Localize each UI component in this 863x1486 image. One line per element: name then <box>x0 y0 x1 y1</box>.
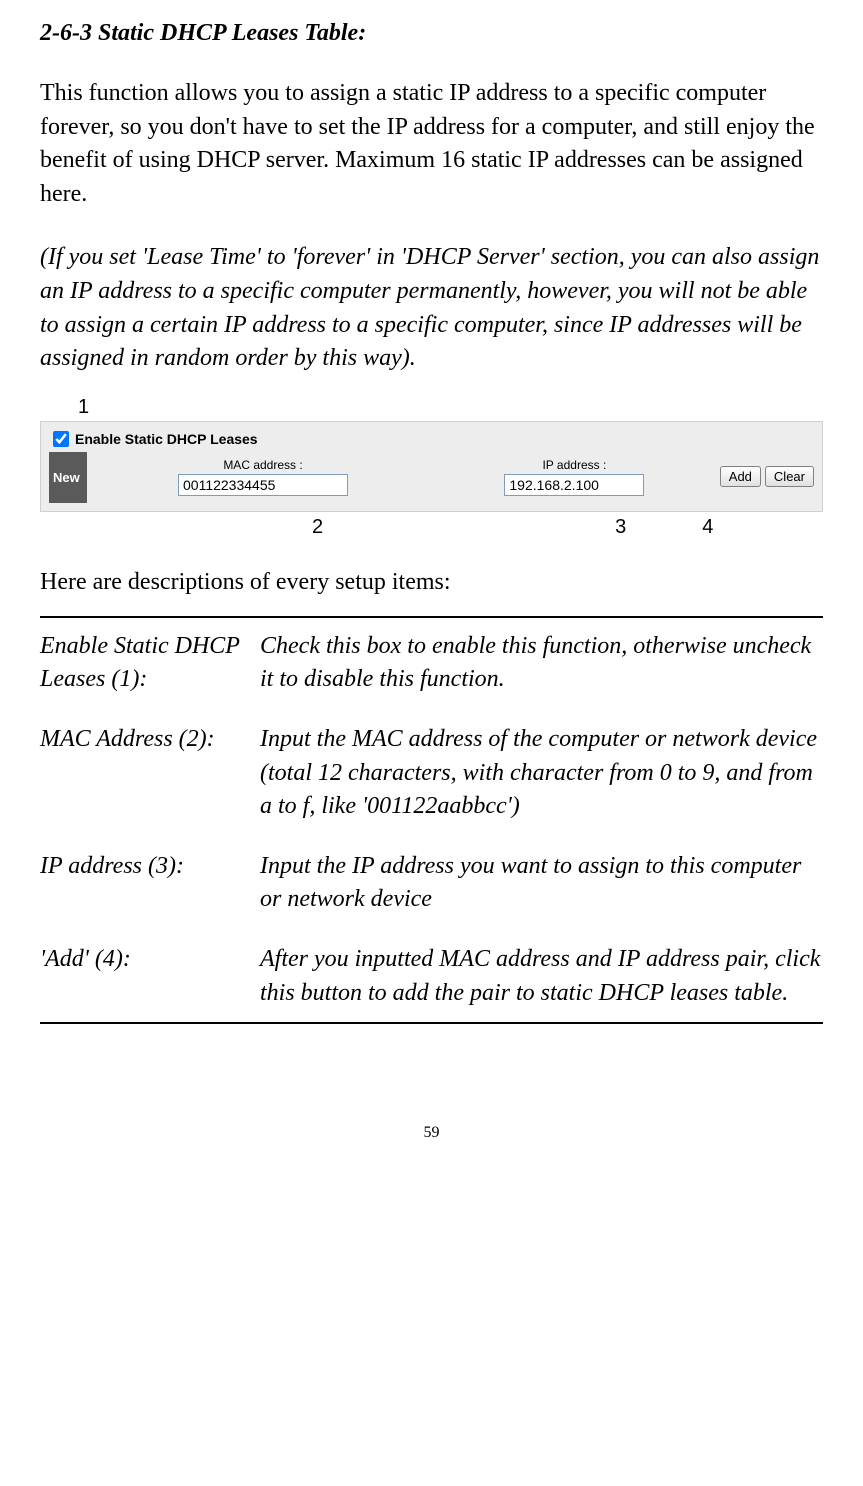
dhcp-panel: Enable Static DHCP Leases New MAC addres… <box>40 421 823 512</box>
callout-bottom-row: 2 3 4 <box>40 516 823 539</box>
mac-column: MAC address : <box>87 458 439 496</box>
callout-3: 3 <box>615 516 626 539</box>
page-number: 59 <box>40 1124 823 1142</box>
desc-row: MAC Address (2): Input the MAC address o… <box>40 723 823 824</box>
mac-input[interactable] <box>178 474 348 496</box>
desc-row: Enable Static DHCP Leases (1): Check thi… <box>40 630 823 697</box>
desc-content: Check this box to enable this function, … <box>260 630 823 697</box>
callout-4: 4 <box>702 516 713 539</box>
enable-label: Enable Static DHCP Leases <box>75 431 258 447</box>
desc-content: Input the MAC address of the computer or… <box>260 723 823 824</box>
italic-note: (If you set 'Lease Time' to 'forever' in… <box>40 241 823 375</box>
desc-content: Input the IP address you want to assign … <box>260 850 823 917</box>
new-row-label: New <box>49 452 87 503</box>
enable-checkbox[interactable] <box>53 431 69 447</box>
ip-input[interactable] <box>504 474 644 496</box>
desc-intro: Here are descriptions of every setup ite… <box>40 569 823 596</box>
ip-label: IP address : <box>439 458 710 472</box>
add-button[interactable]: Add <box>720 466 761 487</box>
desc-label: IP address (3): <box>40 850 260 917</box>
dhcp-input-row: New MAC address : IP address : Add Clear <box>41 452 822 511</box>
desc-row: 'Add' (4): After you inputted MAC addres… <box>40 943 823 1010</box>
mac-label: MAC address : <box>87 458 439 472</box>
intro-paragraph: This function allows you to assign a sta… <box>40 77 823 211</box>
desc-label: Enable Static DHCP Leases (1): <box>40 630 260 697</box>
desc-label: 'Add' (4): <box>40 943 260 1010</box>
desc-label: MAC Address (2): <box>40 723 260 824</box>
screenshot-figure: 1 Enable Static DHCP Leases New MAC addr… <box>40 396 823 539</box>
dhcp-header-row: Enable Static DHCP Leases <box>41 422 822 452</box>
desc-row: IP address (3): Input the IP address you… <box>40 850 823 917</box>
ip-column: IP address : <box>439 458 710 496</box>
desc-content: After you inputted MAC address and IP ad… <box>260 943 823 1010</box>
callout-1: 1 <box>78 396 823 419</box>
descriptions-table: Enable Static DHCP Leases (1): Check thi… <box>40 616 823 1024</box>
button-group: Add Clear <box>720 466 814 489</box>
callout-2: 2 <box>312 516 323 539</box>
section-title: 2-6-3 Static DHCP Leases Table: <box>40 20 823 47</box>
clear-button[interactable]: Clear <box>765 466 814 487</box>
